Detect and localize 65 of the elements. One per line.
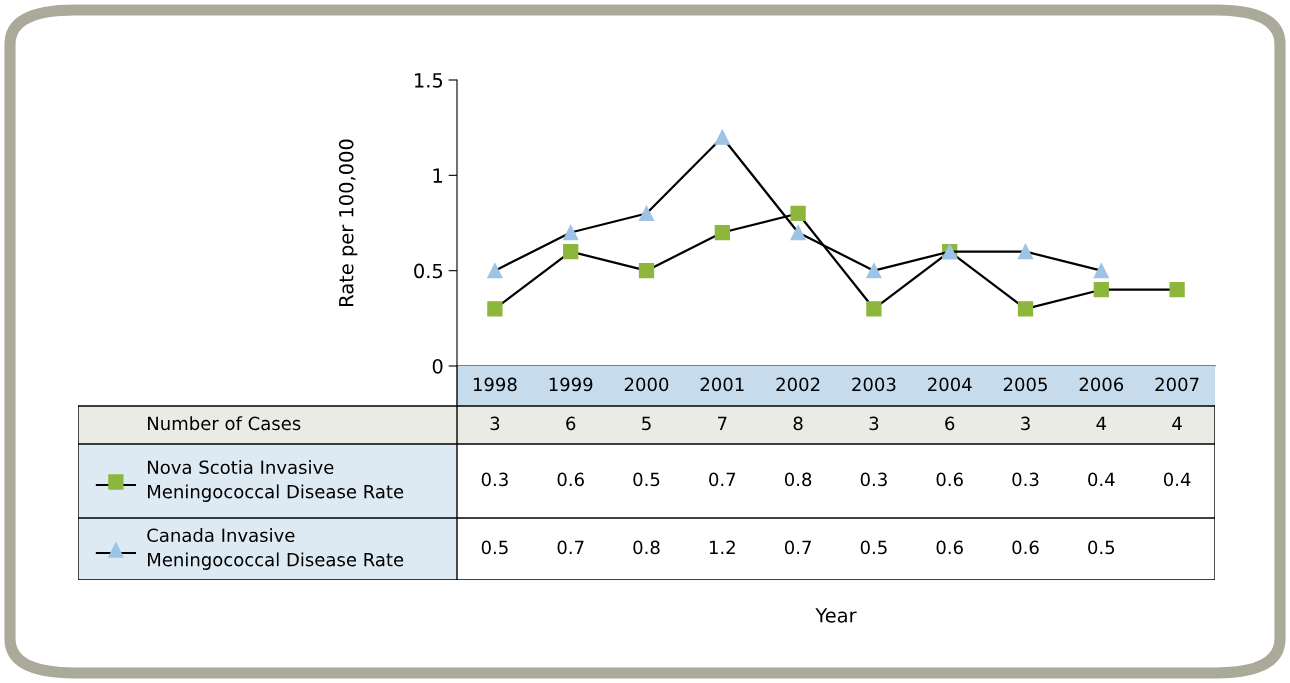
point	[638, 205, 655, 222]
point	[790, 224, 806, 241]
text: 3	[1021, 416, 1030, 431]
text: 3	[869, 416, 879, 431]
point	[487, 263, 503, 279]
x-tick-label: 1999	[549, 377, 593, 392]
data-label: 0.8	[633, 540, 660, 555]
point	[866, 301, 882, 317]
point	[790, 205, 806, 222]
point	[563, 224, 579, 241]
text: 8	[793, 416, 803, 431]
text: 7	[718, 416, 727, 430]
data-label: 0.5	[481, 540, 508, 555]
data-label: 0.6	[557, 472, 584, 487]
x-tick-label: 1998	[473, 377, 517, 392]
data-label: 0.7	[784, 540, 811, 555]
y-tick-label: 0.5	[414, 263, 443, 279]
x-tick-label: 2005	[1003, 377, 1047, 392]
text: 6	[566, 416, 576, 431]
data-label: 0.3	[481, 472, 508, 487]
point	[563, 243, 579, 260]
x-tick-label: 2007	[1155, 377, 1199, 392]
data-label: 0.8	[784, 472, 812, 487]
text: Number of Cases	[147, 416, 301, 431]
y-tick-label: 1.5	[415, 73, 443, 88]
legend-label: Canada Invasive Meningococcal Disease Rate	[147, 528, 404, 570]
data-label: 0.5	[1088, 540, 1115, 555]
data-label: 0.7	[709, 472, 736, 487]
point	[638, 263, 655, 279]
y-axis-title: Rate per 100,000	[338, 139, 358, 306]
x-tick-label: 2002	[776, 377, 820, 392]
x-tick-label: 2000	[624, 377, 669, 392]
data-label: 0.3	[860, 472, 887, 487]
point	[866, 263, 882, 279]
point	[1017, 243, 1034, 260]
x-tick-label: 2004	[928, 377, 972, 392]
text: 3	[490, 416, 500, 431]
y-tick-label: 1	[433, 168, 443, 183]
data-label: 0.5	[633, 472, 660, 487]
data-label: 0.4	[1088, 472, 1115, 487]
point	[1093, 282, 1109, 298]
data-label: 0.7	[557, 540, 584, 555]
data-label: 0.4	[1163, 472, 1191, 487]
data-label: 0.6	[936, 472, 963, 487]
point	[1093, 263, 1109, 279]
y-tick-label: 0	[432, 358, 443, 374]
data-label: 0.5	[860, 540, 887, 555]
point	[487, 301, 503, 317]
text: 4	[1096, 416, 1107, 430]
point	[714, 129, 730, 145]
x-tick-label: 2003	[852, 377, 896, 392]
data-label: 1.2	[709, 540, 735, 554]
point	[1017, 301, 1034, 317]
text: 4	[1172, 416, 1182, 430]
point	[714, 224, 730, 241]
x-tick-label: 2001	[700, 377, 744, 392]
data-label: 0.6	[936, 540, 963, 555]
point	[1169, 282, 1185, 298]
legend-label: Nova Scotia Invasive Meningococcal Disease Rate	[147, 460, 404, 502]
data-label: 0.3	[1012, 472, 1039, 487]
x-tick-label: 2006	[1079, 377, 1124, 392]
text: 5	[642, 416, 651, 431]
data-label: 0.6	[1012, 540, 1039, 555]
text: 6	[945, 416, 955, 431]
text: Year	[815, 608, 857, 623]
